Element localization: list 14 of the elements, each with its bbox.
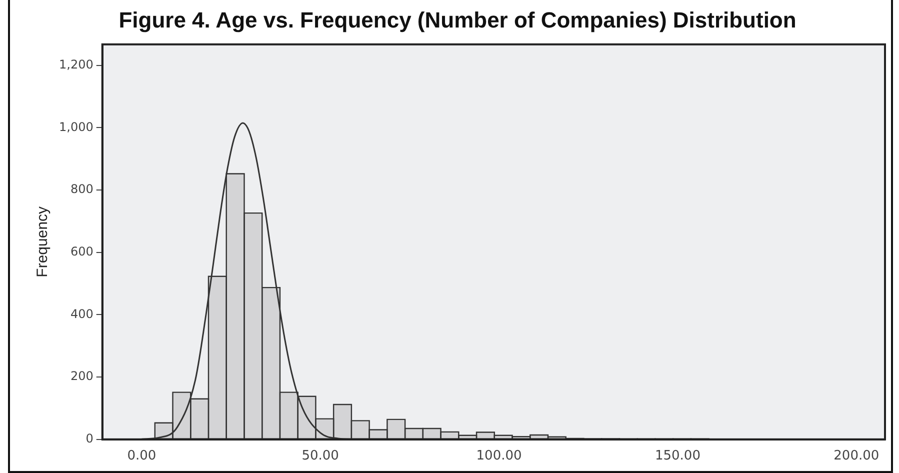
y-tick-label: 400 bbox=[70, 306, 94, 321]
chart-title: Figure 4. Age vs. Frequency (Number of Companies) Distribution bbox=[118, 7, 796, 32]
y-tick-label: 800 bbox=[70, 182, 94, 196]
y-tick-label: 1,200 bbox=[58, 57, 94, 72]
x-tick-label: 50.00 bbox=[302, 448, 339, 464]
y-axis-title: Frequency bbox=[34, 206, 52, 278]
x-tick-label: 100.00 bbox=[476, 448, 522, 464]
y-tick-label: 1,000 bbox=[58, 120, 94, 134]
y-tick-label: 0 bbox=[86, 432, 94, 446]
y-tick-label: 600 bbox=[70, 244, 94, 258]
y-tick-label: 200 bbox=[70, 369, 94, 384]
x-tick-label: 150.00 bbox=[654, 448, 700, 464]
x-tick-label: 0.00 bbox=[127, 448, 156, 464]
x-tick-label: 200.00 bbox=[834, 448, 880, 464]
